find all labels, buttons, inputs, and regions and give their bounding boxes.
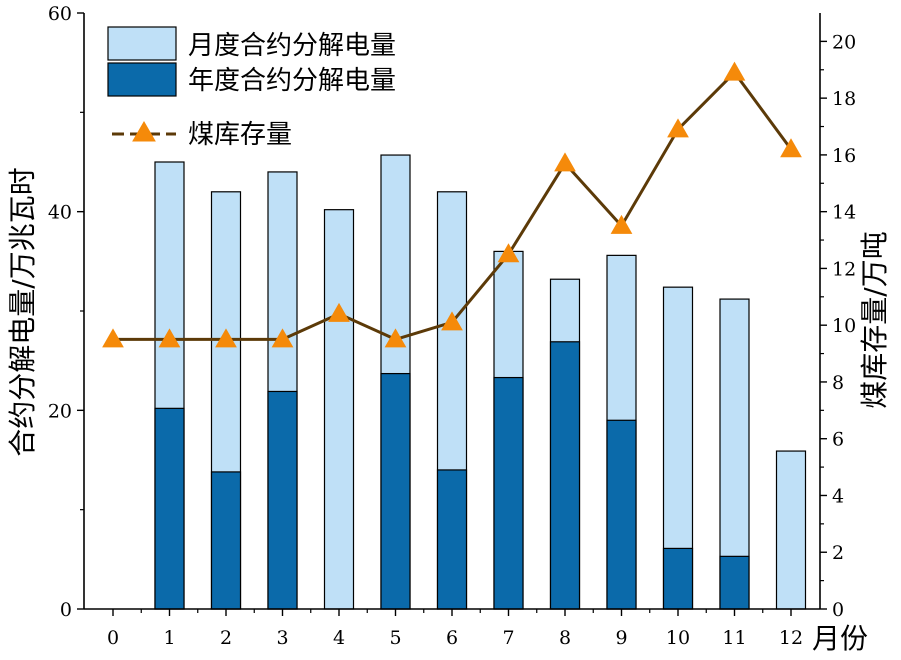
x-tick-label-2: 2 [220,627,232,649]
right-tick-label-20: 20 [832,31,856,53]
x-tick-label-9: 9 [615,627,627,649]
bar-yearly-11 [719,555,750,610]
left-tick-label-40: 40 [48,202,72,224]
right-tick-label-8: 8 [832,372,844,394]
x-tick-label-0: 0 [107,627,119,649]
coal-stock-point-2 [215,328,237,348]
x-tick-label-10: 10 [666,627,690,649]
bar-yearly-10 [662,547,694,610]
x-tick-label-7: 7 [502,627,514,649]
bar-yearly-3 [267,390,298,610]
left-tick-label-20: 20 [48,400,72,422]
y-axis-title-right: 煤库存量/万吨 [858,231,891,408]
right-tick-label-10: 10 [832,315,856,337]
coal-stock-point-6 [441,311,463,331]
bar-monthly-4 [323,209,355,610]
right-tick-label-2: 2 [832,542,844,564]
x-tick-label-4: 4 [333,627,345,649]
right-tick-label-4: 4 [832,485,844,507]
right-tick-label-6: 6 [832,429,844,451]
legend-swatch-monthly [107,26,177,61]
bar-yearly-1 [154,407,185,610]
coal-stock-point-4 [328,302,350,322]
legend-label-monthly: 月度合约分解电量 [188,31,396,61]
right-tick-label-0: 0 [832,599,844,621]
bar-yearly-9 [606,419,637,610]
y-axis-title-left: 合约分解电量/万兆瓦时 [6,167,39,456]
coal-stock-point-1 [158,328,181,348]
legend-marker-coal [132,121,156,142]
legend-label-coal: 煤库存量 [188,120,292,150]
coal-stock-point-10 [667,118,689,138]
left-tick-label-0: 0 [60,599,72,621]
x-tick-label-1: 1 [163,627,175,649]
legend-swatch-yearly [107,62,177,97]
bar-yearly-6 [436,469,468,610]
bar-yearly-7 [493,376,524,610]
bar-yearly-5 [380,372,411,610]
x-tick-label-8: 8 [559,627,571,649]
x-tick-label-11: 11 [722,627,746,649]
coal-stock-point-7 [497,243,520,263]
bar-yearly-2 [210,471,242,610]
coal-stock-point-11 [723,61,746,81]
coal-stock-point-9 [610,214,633,234]
line-layer [102,61,802,348]
right-tick-label-18: 18 [832,88,856,110]
coal-stock-point-8 [554,152,576,172]
legend-label-yearly: 年度合约分解电量 [188,66,396,96]
coal-stock-point-3 [271,328,294,348]
bars-layer [154,154,807,610]
x-tick-label-6: 6 [446,627,458,649]
x-tick-label-12: 12 [779,627,803,649]
bar-monthly-12 [775,450,807,610]
coal-stock-point-5 [384,328,407,348]
bar-yearly-8 [549,341,581,610]
right-tick-label-16: 16 [832,145,856,167]
coal-stock-point-0 [102,328,124,348]
x-tick-label-5: 5 [389,627,401,649]
coal-stock-point-12 [780,138,802,158]
x-tick-label-3: 3 [276,627,288,649]
right-tick-label-12: 12 [832,258,856,280]
left-tick-label-60: 60 [48,3,72,25]
right-tick-label-14: 14 [832,202,856,224]
x-axis-title: 月份 [812,622,868,655]
